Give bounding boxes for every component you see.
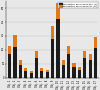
Bar <box>56 19 60 78</box>
Bar <box>72 63 76 67</box>
Bar <box>78 67 81 70</box>
Bar <box>30 73 33 78</box>
Bar <box>83 58 86 78</box>
Bar <box>89 54 92 60</box>
Bar <box>56 3 60 19</box>
Bar <box>62 60 65 65</box>
Bar <box>94 49 97 78</box>
Bar <box>94 37 97 49</box>
Bar <box>78 70 81 78</box>
Bar <box>8 54 11 78</box>
Bar <box>62 65 65 78</box>
Bar <box>89 60 92 78</box>
Bar <box>13 47 17 78</box>
Bar <box>40 68 44 71</box>
Legend: Mehrkosten Passivhaus abs. (€), Mehrkosten Passivhaus rel. (%): Mehrkosten Passivhaus abs. (€), Mehrkost… <box>58 2 98 8</box>
Bar <box>46 70 49 72</box>
Bar <box>83 51 86 58</box>
Bar <box>30 71 33 73</box>
Bar <box>72 67 76 78</box>
Bar <box>24 71 27 78</box>
Bar <box>24 68 27 71</box>
Bar <box>51 26 54 39</box>
Bar <box>40 71 44 78</box>
Bar <box>35 51 38 58</box>
Bar <box>13 35 17 47</box>
Bar <box>46 72 49 78</box>
Bar <box>19 65 22 78</box>
Bar <box>67 46 70 54</box>
Bar <box>35 58 38 78</box>
Bar <box>67 54 70 78</box>
Bar <box>8 46 11 54</box>
Bar <box>51 39 54 78</box>
Bar <box>19 60 22 65</box>
